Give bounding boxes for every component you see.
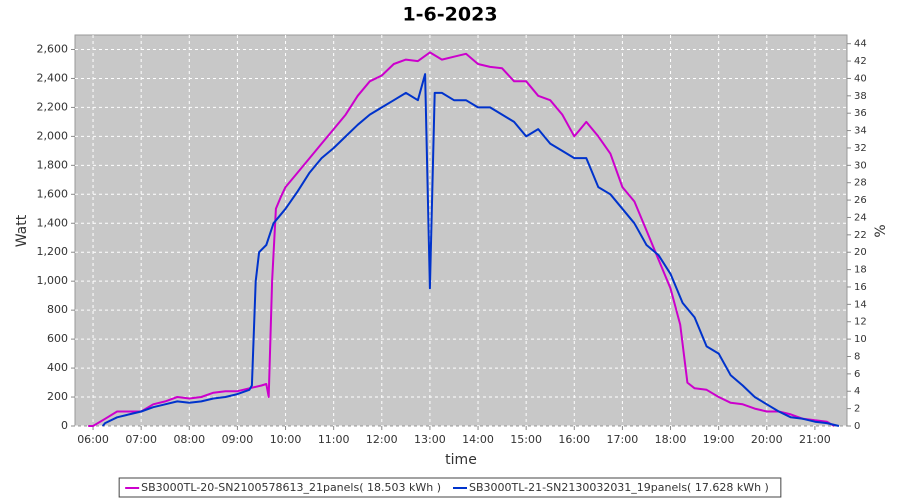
x-tick-label: 20:00 (751, 433, 783, 446)
y2-tick-label: 20 (854, 247, 867, 258)
x-tick-label: 21:00 (799, 433, 831, 446)
x-tick-label: 13:00 (414, 433, 446, 446)
x-axis-label: time (445, 452, 477, 468)
x-tick-label: 16:00 (558, 433, 590, 446)
legend: SB3000TL-20-SN2100578613_21panels( 18.50… (118, 477, 782, 498)
y2-axis-label: % (873, 224, 889, 237)
y-tick-label: 1,000 (37, 274, 69, 287)
x-tick-label: 07:00 (125, 433, 157, 446)
y-tick-label: 1,200 (37, 245, 69, 258)
y2-tick-label: 16 (854, 282, 867, 293)
x-tick-label: 17:00 (607, 433, 639, 446)
y2-tick-label: 10 (854, 334, 867, 345)
x-tick-label: 11:00 (318, 433, 350, 446)
y2-tick-label: 8 (854, 351, 860, 362)
x-tick-label: 09:00 (222, 433, 254, 446)
y2-tick-label: 2 (854, 404, 860, 415)
x-tick-label: 14:00 (462, 433, 494, 446)
y2-tick-label: 22 (854, 230, 867, 241)
y-tick-label: 2,000 (37, 129, 69, 142)
y2-tick-label: 44 (854, 39, 867, 50)
y-tick-label: 800 (47, 303, 68, 316)
y-tick-label: 400 (47, 361, 68, 374)
y2-tick-label: 38 (854, 91, 867, 102)
y-tick-label: 2,600 (37, 42, 69, 55)
x-tick-label: 15:00 (510, 433, 542, 446)
x-tick-label: 12:00 (366, 433, 398, 446)
legend-box (118, 477, 782, 498)
y2-tick-label: 42 (854, 56, 867, 67)
y2-tick-label: 36 (854, 108, 867, 119)
legend-label: SB3000TL-20-SN2100578613_21panels( 18.50… (141, 481, 441, 494)
y-tick-label: 2,200 (37, 100, 69, 113)
y2-tick-label: 24 (854, 212, 867, 223)
x-tick-label: 08:00 (173, 433, 205, 446)
legend-label: SB3000TL-21-SN2130032031_19panels( 17.62… (469, 481, 769, 494)
y2-tick-label: 12 (854, 317, 867, 328)
y-axis-label: Watt (14, 214, 30, 247)
series-line (88, 51, 835, 427)
y-tick-label: 1,600 (37, 187, 69, 200)
series-line (101, 73, 840, 427)
y2-tick-label: 18 (854, 265, 867, 276)
y-tick-label: 2,400 (37, 71, 69, 84)
y2-tick-label: 0 (854, 421, 860, 432)
y2-tick-label: 26 (854, 195, 867, 206)
x-tick-label: 10:00 (270, 433, 302, 446)
y2-tick-label: 28 (854, 178, 867, 189)
plot-area (74, 34, 848, 427)
chart-title: 1-6-2023 (402, 4, 497, 26)
y2-tick-label: 30 (854, 160, 867, 171)
x-tick-label: 06:00 (77, 433, 109, 446)
y-tick-label: 200 (47, 390, 68, 403)
y-tick-label: 0 (61, 419, 68, 432)
x-tick-label: 18:00 (655, 433, 687, 446)
x-tick-label: 19:00 (703, 433, 735, 446)
y2-tick-label: 34 (854, 126, 867, 137)
y2-tick-label: 40 (854, 73, 867, 84)
y-tick-label: 1,400 (37, 216, 69, 229)
y2-tick-label: 6 (854, 369, 860, 380)
y2-tick-label: 32 (854, 143, 867, 154)
y2-tick-label: 4 (854, 386, 860, 397)
y2-tick-label: 14 (854, 299, 867, 310)
y-tick-label: 600 (47, 332, 68, 345)
y-tick-label: 1,800 (37, 158, 69, 171)
